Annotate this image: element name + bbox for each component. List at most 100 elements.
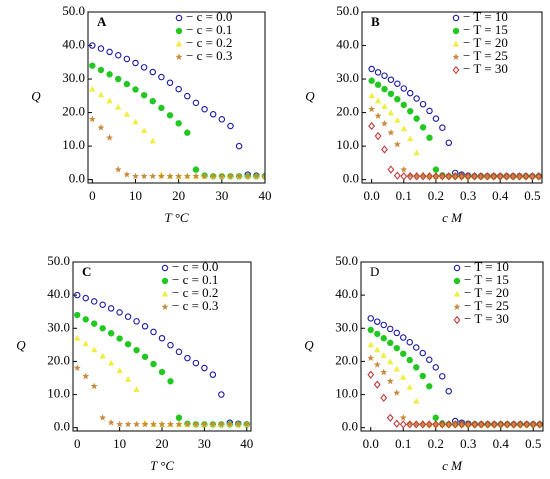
marker [149,68,157,76]
legend-label: − c = 0.0 [186,9,232,24]
marker [426,172,433,181]
marker [106,48,113,56]
marker [116,367,123,374]
legend-label: − T = 15 [464,272,509,287]
marker [99,325,106,332]
y-tick-label: 10.0 [336,137,359,152]
marker [400,172,408,181]
marker [393,171,401,180]
marker [399,413,407,421]
marker [438,172,446,181]
marker [386,377,394,385]
marker [150,360,157,368]
marker [244,172,252,180]
y-tick-label: 40.0 [336,37,359,52]
marker [97,123,105,131]
marker [464,420,472,429]
marker [536,420,543,429]
marker [374,346,381,353]
marker [175,40,183,47]
marker [458,420,466,429]
y-tick-label: 0.0 [54,419,70,434]
marker [406,171,414,179]
marker [453,303,461,311]
marker [124,420,132,428]
marker [413,397,420,404]
legend-label: − T = 30 [463,61,508,76]
y-tick-label: 30.0 [335,319,358,334]
marker [425,356,433,364]
x-tick-label: 0.0 [363,436,379,451]
legend-label: − T = 10 [463,9,508,24]
marker [183,172,191,180]
marker [374,69,382,76]
markers [73,291,251,428]
marker [252,172,261,180]
marker [374,330,381,338]
marker [367,105,376,113]
x-axis-label: c M [442,210,463,225]
marker [393,365,400,372]
marker [393,389,401,397]
x-tick-label: 30 [198,436,211,451]
marker [407,108,414,115]
legend-label: − c = 0.1 [186,22,232,37]
marker [453,315,461,325]
marker [426,383,433,390]
marker [141,323,149,330]
marker [374,112,382,120]
legend-label: − c = 0.2 [186,35,232,50]
marker [158,104,165,112]
marker [367,341,374,348]
panel: 0.0 10.0 20.0 30.0 40.0 50.0 0.0 0.1 0.2 0.3 0.4 0.… [305,3,543,225]
marker [235,172,243,180]
marker [477,420,485,429]
marker [432,166,440,173]
marker [464,172,472,181]
marker [82,372,90,380]
marker [174,172,183,180]
y-tick-label: 50.0 [336,3,359,18]
marker [406,383,413,390]
marker [89,42,96,49]
panel-label: B [371,14,380,29]
marker [503,172,511,181]
marker [89,85,96,92]
marker [226,172,235,180]
marker [123,110,131,117]
marker [484,420,492,429]
marker [107,305,115,312]
marker [477,172,485,181]
marker [380,119,389,127]
marker [497,420,505,429]
marker [380,352,387,358]
marker [97,45,105,52]
y-tick-label: 20.0 [336,104,359,119]
panel-label: D [370,264,379,279]
y-axis-label: Q [304,337,314,352]
marker [528,172,536,181]
marker [471,172,478,181]
marker [90,346,98,353]
marker [406,356,413,364]
marker [406,172,414,181]
marker [445,387,452,395]
panel-label: C [82,264,91,279]
marker [107,359,115,366]
marker [124,375,132,382]
marker [438,373,446,380]
x-tick-label: 0.5 [524,188,540,203]
marker [516,420,524,429]
marker [161,277,169,285]
marker [380,321,387,329]
marker [74,334,81,341]
y-tick-label: 20.0 [47,352,70,367]
marker [373,318,381,325]
markers [367,315,543,429]
y-tick-label: 50.0 [62,3,85,18]
marker [201,364,208,372]
marker [123,55,131,63]
x-tick-label: 40 [240,436,253,451]
marker [73,291,81,299]
